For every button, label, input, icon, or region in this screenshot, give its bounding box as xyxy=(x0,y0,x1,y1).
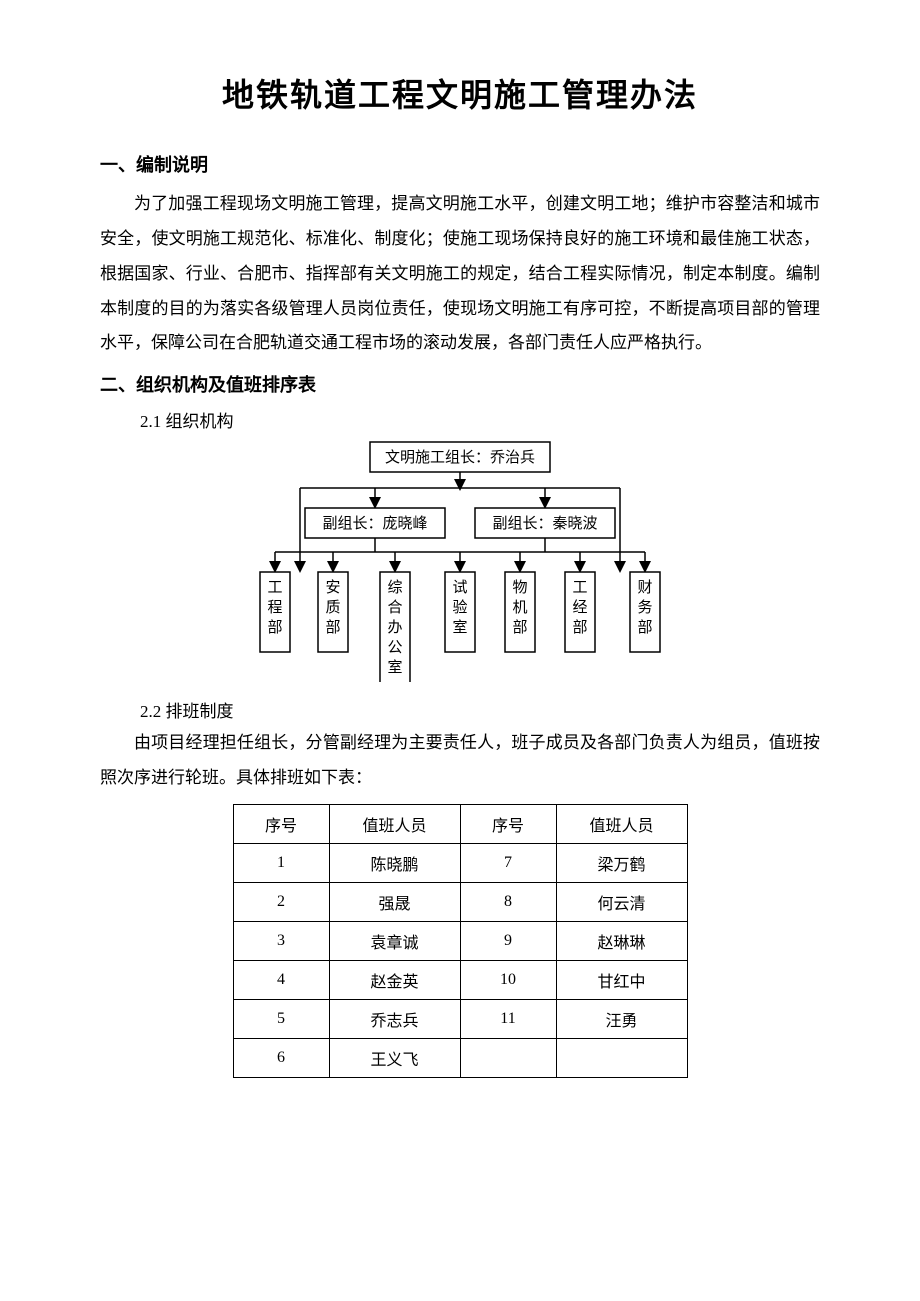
table-cell: 王义飞 xyxy=(329,1038,460,1077)
org-level3-label-char: 验 xyxy=(452,599,467,616)
table-cell: 梁万鹤 xyxy=(556,843,687,882)
org-level3-label-char: 试 xyxy=(452,579,467,596)
section-2-2-paragraph: 由项目经理担任组长，分管副经理为主要责任人，班子成员及各部门负责人为组员，值班按… xyxy=(100,726,820,796)
table-cell xyxy=(460,1038,556,1077)
table-row: 4赵金英10甘红中 xyxy=(233,960,687,999)
org-level3-label-char: 合 xyxy=(387,599,402,616)
table-cell: 11 xyxy=(460,999,556,1038)
org-level3-label-char: 综 xyxy=(387,579,402,596)
table-row: 3袁章诚9赵琳琳 xyxy=(233,921,687,960)
table-cell: 2 xyxy=(233,882,329,921)
table-cell: 5 xyxy=(233,999,329,1038)
org-level2-node-1: 副组长：秦晓波 xyxy=(475,508,615,538)
section-1-heading: 一、编制说明 xyxy=(100,151,820,177)
org-level3-label-char: 部 xyxy=(325,619,340,636)
table-cell: 7 xyxy=(460,843,556,882)
table-cell: 强晟 xyxy=(329,882,460,921)
org-level2-label-0: 副组长：庞晓峰 xyxy=(322,515,427,532)
org-level3-label-char: 机 xyxy=(512,599,527,616)
org-level2-node-0: 副组长：庞晓峰 xyxy=(305,508,445,538)
schedule-table: 序号 值班人员 序号 值班人员 1陈晓鹏7梁万鹤2强晟8何云清3袁章诚9赵琳琳4… xyxy=(233,804,688,1078)
table-header-cell: 序号 xyxy=(233,804,329,843)
table-cell: 1 xyxy=(233,843,329,882)
table-cell: 9 xyxy=(460,921,556,960)
org-level3-label-char: 质 xyxy=(325,599,340,616)
org-root-node: 文明施工组长：乔治兵 xyxy=(370,442,550,472)
table-cell: 陈晓鹏 xyxy=(329,843,460,882)
org-level3-label-char: 部 xyxy=(572,619,587,636)
table-header-cell: 值班人员 xyxy=(329,804,460,843)
org-level3-label-char: 部 xyxy=(267,619,282,636)
table-header-cell: 序号 xyxy=(460,804,556,843)
org-level3-label-char: 工 xyxy=(267,580,282,596)
org-level3-label-char: 财 xyxy=(637,579,652,596)
table-cell: 6 xyxy=(233,1038,329,1077)
table-header-row: 序号 值班人员 序号 值班人员 xyxy=(233,804,687,843)
org-level3-label-char: 安 xyxy=(325,579,340,596)
org-level3-label-char: 程 xyxy=(267,599,282,616)
section-1-paragraph: 为了加强工程现场文明施工管理，提高文明施工水平，创建文明工地；维护市容整洁和城市… xyxy=(100,187,820,361)
org-chart-svg: 文明施工组长：乔治兵 副组长：庞晓峰 副组长：秦晓波 xyxy=(245,440,675,682)
org-level3-label-char: 部 xyxy=(637,619,652,636)
document-title: 地铁轨道工程文明施工管理办法 xyxy=(100,70,820,116)
org-level3-label-char: 办 xyxy=(387,619,402,636)
table-cell xyxy=(556,1038,687,1077)
table-row: 5乔志兵11汪勇 xyxy=(233,999,687,1038)
org-level3-label-char: 室 xyxy=(452,619,467,636)
org-level3-label-char: 部 xyxy=(512,619,527,636)
org-level2-label-1: 副组长：秦晓波 xyxy=(492,515,597,532)
org-level3-group: 工程部安质部综合办公室试验室物机部工经部财务部 xyxy=(260,572,660,682)
org-level3-label-char: 室 xyxy=(387,659,402,676)
org-root-label: 文明施工组长：乔治兵 xyxy=(385,449,535,466)
table-row: 2强晟8何云清 xyxy=(233,882,687,921)
table-cell: 赵琳琳 xyxy=(556,921,687,960)
table-cell: 赵金英 xyxy=(329,960,460,999)
table-cell: 4 xyxy=(233,960,329,999)
table-cell: 3 xyxy=(233,921,329,960)
table-cell: 何云清 xyxy=(556,882,687,921)
table-cell: 袁章诚 xyxy=(329,921,460,960)
table-cell: 乔志兵 xyxy=(329,999,460,1038)
section-2-2-heading: 2.2 排班制度 xyxy=(140,697,820,722)
org-level3-label-char: 务 xyxy=(637,599,652,616)
table-cell: 10 xyxy=(460,960,556,999)
org-level3-label-char: 公 xyxy=(387,640,402,656)
section-2-heading: 二、组织机构及值班排序表 xyxy=(100,371,820,397)
table-cell: 8 xyxy=(460,882,556,921)
table-cell: 甘红中 xyxy=(556,960,687,999)
table-cell: 汪勇 xyxy=(556,999,687,1038)
section-2-1-heading: 2.1 组织机构 xyxy=(140,407,820,432)
org-level3-label-char: 工 xyxy=(572,580,587,596)
org-level3-label-char: 经 xyxy=(572,599,587,616)
org-level3-label-char: 物 xyxy=(512,579,527,596)
table-row: 1陈晓鹏7梁万鹤 xyxy=(233,843,687,882)
org-chart: 文明施工组长：乔治兵 副组长：庞晓峰 副组长：秦晓波 xyxy=(245,440,675,687)
document-page: 地铁轨道工程文明施工管理办法 一、编制说明 为了加强工程现场文明施工管理，提高文… xyxy=(0,0,920,1301)
table-header-cell: 值班人员 xyxy=(556,804,687,843)
table-row: 6王义飞 xyxy=(233,1038,687,1077)
